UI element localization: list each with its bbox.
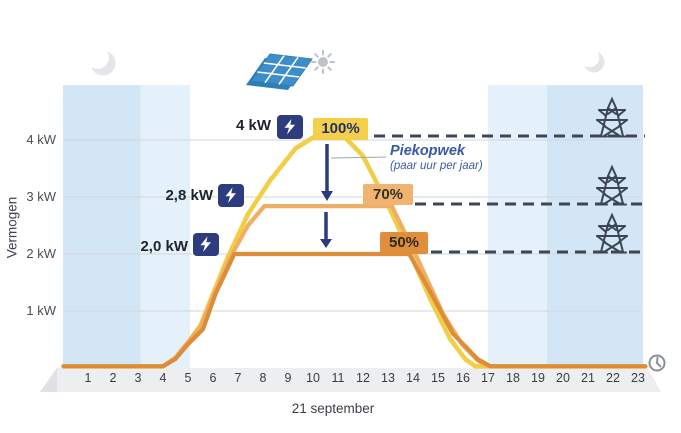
x-tick-2: 2 bbox=[109, 371, 117, 385]
y-tick-4kw: 4 kW bbox=[26, 132, 56, 147]
night-shading-deep bbox=[63, 85, 141, 368]
night-shading-layer bbox=[63, 85, 643, 368]
pct-badge-50: 50% bbox=[380, 232, 428, 254]
moon-icon-right bbox=[579, 47, 605, 73]
pct-badge-100: 100% bbox=[313, 118, 368, 140]
sun-icon bbox=[311, 50, 335, 74]
x-tick-22: 22 bbox=[606, 371, 620, 385]
annotation-subtitle: (paar uur per jaar) bbox=[390, 160, 483, 172]
arrow-70-to-50 bbox=[320, 212, 332, 248]
annotation-title: Piekopwek bbox=[390, 143, 465, 159]
curve-begrensd-50-2-0-kW- bbox=[61, 251, 648, 369]
night-shading-light bbox=[140, 85, 190, 368]
y-tick-3kw: 3 kW bbox=[26, 189, 56, 204]
pct-badge-70: 70% bbox=[363, 184, 413, 205]
x-axis-band bbox=[40, 368, 661, 392]
x-tick-4: 4 bbox=[159, 371, 167, 385]
x-tick-6: 6 bbox=[209, 371, 217, 385]
x-tick-14: 14 bbox=[406, 371, 420, 385]
clock-icon bbox=[648, 354, 666, 372]
moon-icon-left bbox=[86, 46, 116, 76]
x-tick-16: 16 bbox=[456, 371, 470, 385]
x-tick-13: 13 bbox=[381, 371, 395, 385]
x-tick-3: 3 bbox=[134, 371, 142, 385]
solar-panel-icon bbox=[246, 53, 313, 90]
night-shading-light bbox=[488, 85, 547, 368]
x-tick-20: 20 bbox=[556, 371, 570, 385]
peak-kw-label-100: 4 kW bbox=[235, 117, 271, 134]
peak-kw-label-50: 2,0 kW bbox=[140, 238, 188, 255]
y-tick-1kw: 1 kW bbox=[26, 303, 56, 318]
x-tick-18: 18 bbox=[506, 371, 520, 385]
peak-kw-label-70: 2,8 kW bbox=[165, 187, 213, 204]
x-tick-19: 19 bbox=[531, 371, 545, 385]
x-axis-date-label: 21 september bbox=[291, 401, 375, 416]
x-tick-10: 10 bbox=[306, 371, 320, 385]
y-tick-2kw: 2 kW bbox=[26, 246, 56, 261]
night-shading-deep bbox=[546, 85, 643, 368]
lightning-bolt-icon-100 bbox=[277, 115, 303, 139]
x-tick-21: 21 bbox=[581, 371, 595, 385]
x-axis-band-chamfer bbox=[40, 368, 57, 392]
x-tick-23: 23 bbox=[631, 371, 645, 385]
x-tick-17: 17 bbox=[481, 371, 495, 385]
lightning-bolt-icon-50 bbox=[193, 233, 219, 256]
x-tick-1: 1 bbox=[84, 371, 92, 385]
x-tick-15: 15 bbox=[431, 371, 445, 385]
x-tick-9: 9 bbox=[284, 371, 292, 385]
arrow-100-to-70 bbox=[321, 144, 333, 201]
lightning-bolt-icon-70 bbox=[218, 184, 244, 207]
x-tick-11: 11 bbox=[331, 371, 345, 385]
x-tick-8: 8 bbox=[259, 371, 267, 385]
x-tick-7: 7 bbox=[234, 371, 242, 385]
x-tick-5: 5 bbox=[184, 371, 192, 385]
annotation-leader-line bbox=[330, 156, 387, 159]
x-tick-12: 12 bbox=[356, 371, 370, 385]
